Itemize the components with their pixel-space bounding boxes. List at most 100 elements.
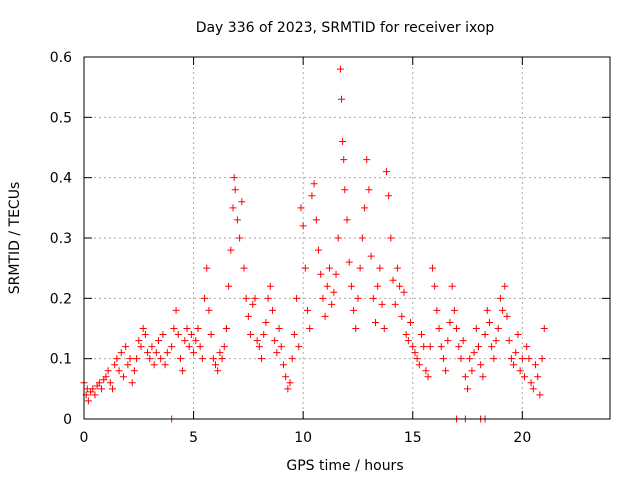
data-point — [251, 294, 259, 302]
data-point — [424, 373, 432, 381]
data-point — [137, 343, 145, 351]
data-point — [450, 306, 458, 314]
data-point — [119, 373, 127, 381]
data-point — [426, 343, 434, 351]
y-tick-label: 0.2 — [50, 291, 72, 307]
data-point — [247, 331, 255, 339]
data-point — [170, 325, 178, 332]
data-point — [308, 192, 316, 200]
data-point — [271, 337, 279, 345]
data-point — [306, 325, 314, 332]
data-point — [361, 204, 369, 212]
data-point — [387, 234, 395, 242]
data-point — [275, 325, 283, 332]
data-point — [400, 288, 408, 296]
data-point — [104, 367, 112, 375]
data-point — [253, 337, 261, 345]
data-point — [347, 282, 355, 290]
data-point — [148, 343, 156, 351]
plot-frame — [83, 56, 611, 420]
data-point — [150, 361, 158, 369]
x-tick-label: 20 — [513, 430, 531, 446]
data-point — [376, 264, 384, 272]
data-point — [268, 306, 276, 314]
data-point — [216, 349, 224, 357]
data-point — [536, 391, 544, 399]
data-point — [488, 343, 496, 351]
data-point — [293, 294, 301, 302]
data-point — [297, 204, 305, 212]
data-point — [340, 156, 348, 164]
data-point — [393, 264, 401, 272]
data-point — [332, 270, 340, 278]
data-point — [420, 343, 428, 351]
data-point — [439, 355, 447, 363]
data-point — [194, 325, 202, 332]
data-point — [453, 325, 461, 332]
data-point — [203, 264, 211, 272]
data-point — [230, 174, 238, 182]
data-point — [512, 349, 520, 357]
data-point — [413, 355, 421, 363]
data-point — [501, 282, 509, 290]
data-point — [286, 379, 294, 387]
y-tick-label: 0.6 — [50, 50, 72, 66]
x-tick-label: 5 — [189, 430, 198, 446]
data-point — [523, 343, 531, 351]
data-point — [448, 282, 456, 290]
data-point — [295, 343, 303, 351]
data-point — [499, 306, 507, 314]
y-tick-label: 0.1 — [50, 352, 72, 368]
data-point — [108, 385, 116, 393]
axis-ticks: 0 0.1 0.2 0.3 0.4 0.5 0.6 0 5 10 15 20 — [50, 50, 610, 446]
data-point — [126, 355, 134, 363]
data-point — [437, 343, 445, 351]
data-point — [468, 367, 476, 375]
y-axis-label: SRMTID / TECUs — [7, 182, 23, 295]
data-point — [233, 216, 241, 224]
data-point — [472, 325, 480, 332]
data-point — [389, 276, 397, 284]
data-point — [198, 355, 206, 363]
data-point — [161, 361, 169, 369]
x-tick-label: 0 — [80, 430, 89, 446]
data-point — [240, 264, 248, 272]
data-point — [152, 349, 160, 357]
data-point — [356, 264, 364, 272]
data-point — [365, 186, 373, 194]
data-point — [236, 234, 244, 242]
data-point — [135, 337, 143, 345]
data-point — [378, 300, 386, 308]
data-point — [113, 355, 121, 363]
data-point — [479, 373, 487, 381]
data-point — [258, 355, 266, 363]
data-point — [391, 300, 399, 308]
x-tick-label: 10 — [294, 430, 312, 446]
data-point — [338, 95, 346, 103]
data-point — [102, 373, 110, 381]
data-point — [350, 306, 358, 314]
data-point — [212, 361, 219, 369]
data-point — [209, 355, 217, 363]
data-point — [503, 312, 511, 320]
data-point — [490, 355, 498, 363]
data-point — [496, 294, 504, 302]
data-point — [225, 282, 233, 290]
data-point — [133, 355, 141, 363]
x-tick-label: 15 — [404, 430, 422, 446]
data-point — [442, 367, 450, 375]
data-point — [396, 282, 404, 290]
data-point — [255, 343, 263, 351]
data-point — [525, 355, 533, 363]
data-point — [242, 294, 250, 302]
data-point — [505, 337, 513, 345]
data-point — [336, 65, 344, 73]
data-point — [84, 397, 92, 405]
data-point — [220, 343, 228, 351]
data-point — [229, 204, 237, 212]
data-point — [115, 367, 123, 375]
data-point — [428, 264, 436, 272]
y-tick-label: 0 — [63, 412, 72, 428]
